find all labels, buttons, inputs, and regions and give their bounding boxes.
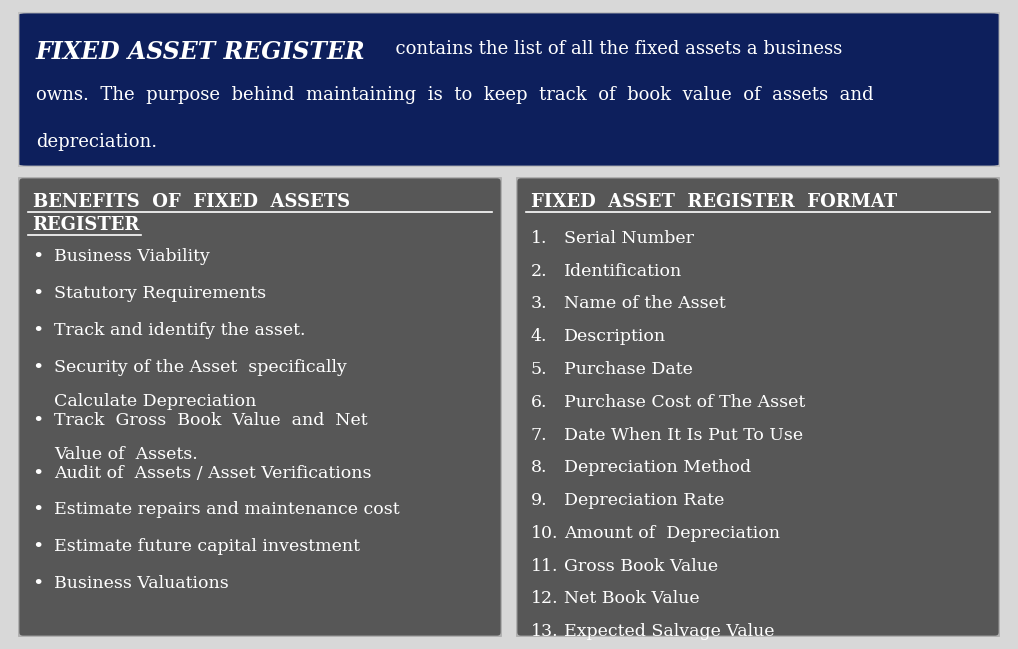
Text: •: •: [33, 411, 44, 430]
Text: 9.: 9.: [530, 492, 547, 509]
Text: 5.: 5.: [530, 361, 547, 378]
Text: Purchase Cost of The Asset: Purchase Cost of The Asset: [564, 394, 805, 411]
Text: Depreciation Rate: Depreciation Rate: [564, 492, 725, 509]
Text: 13.: 13.: [530, 623, 558, 640]
Text: Audit of  Assets / Asset Verifications: Audit of Assets / Asset Verifications: [54, 465, 372, 482]
Text: Amount of  Depreciation: Amount of Depreciation: [564, 525, 781, 542]
Text: •: •: [33, 465, 44, 482]
Text: Estimate future capital investment: Estimate future capital investment: [54, 538, 360, 555]
Text: 2.: 2.: [530, 263, 547, 280]
Text: 6.: 6.: [530, 394, 547, 411]
Text: BENEFITS  OF  FIXED  ASSETS: BENEFITS OF FIXED ASSETS: [33, 193, 349, 211]
Text: Calculate Depreciation: Calculate Depreciation: [54, 393, 257, 410]
Text: Identification: Identification: [564, 263, 683, 280]
Text: Description: Description: [564, 328, 667, 345]
Text: contains the list of all the fixed assets a business: contains the list of all the fixed asset…: [384, 40, 843, 58]
Text: •: •: [33, 249, 44, 266]
Text: •: •: [33, 359, 44, 376]
FancyBboxPatch shape: [516, 177, 1000, 637]
Text: Track and identify the asset.: Track and identify the asset.: [54, 322, 305, 339]
Text: REGISTER: REGISTER: [33, 216, 139, 234]
Text: Business Valuations: Business Valuations: [54, 575, 229, 592]
Text: •: •: [33, 575, 44, 593]
Text: Serial Number: Serial Number: [564, 230, 694, 247]
Text: •: •: [33, 322, 44, 340]
Text: Name of the Asset: Name of the Asset: [564, 295, 726, 312]
Text: Expected Salvage Value: Expected Salvage Value: [564, 623, 775, 640]
Text: Business Viability: Business Viability: [54, 249, 210, 265]
Text: Gross Book Value: Gross Book Value: [564, 557, 719, 574]
Text: Track  Gross  Book  Value  and  Net: Track Gross Book Value and Net: [54, 411, 367, 428]
FancyBboxPatch shape: [18, 12, 1000, 167]
Text: 1.: 1.: [530, 230, 547, 247]
Text: FIXED ASSET REGISTER: FIXED ASSET REGISTER: [36, 40, 365, 64]
Text: Value of  Assets.: Value of Assets.: [54, 446, 199, 463]
FancyBboxPatch shape: [18, 177, 502, 637]
Text: Statutory Requirements: Statutory Requirements: [54, 285, 267, 302]
Text: 10.: 10.: [530, 525, 558, 542]
Text: Security of the Asset  specifically: Security of the Asset specifically: [54, 359, 347, 376]
Text: 7.: 7.: [530, 426, 547, 443]
Text: Net Book Value: Net Book Value: [564, 591, 700, 607]
Text: owns.  The  purpose  behind  maintaining  is  to  keep  track  of  book  value  : owns. The purpose behind maintaining is …: [36, 86, 873, 104]
Text: 3.: 3.: [530, 295, 547, 312]
Text: 11.: 11.: [530, 557, 558, 574]
Text: depreciation.: depreciation.: [36, 133, 157, 151]
Text: FIXED  ASSET  REGISTER  FORMAT: FIXED ASSET REGISTER FORMAT: [530, 193, 897, 211]
Text: •: •: [33, 538, 44, 556]
Text: 8.: 8.: [530, 459, 547, 476]
Text: Estimate repairs and maintenance cost: Estimate repairs and maintenance cost: [54, 501, 400, 519]
Text: •: •: [33, 285, 44, 303]
Text: Purchase Date: Purchase Date: [564, 361, 693, 378]
Text: 4.: 4.: [530, 328, 547, 345]
Text: Depreciation Method: Depreciation Method: [564, 459, 751, 476]
Text: Date When It Is Put To Use: Date When It Is Put To Use: [564, 426, 803, 443]
Text: •: •: [33, 501, 44, 519]
Text: 12.: 12.: [530, 591, 558, 607]
